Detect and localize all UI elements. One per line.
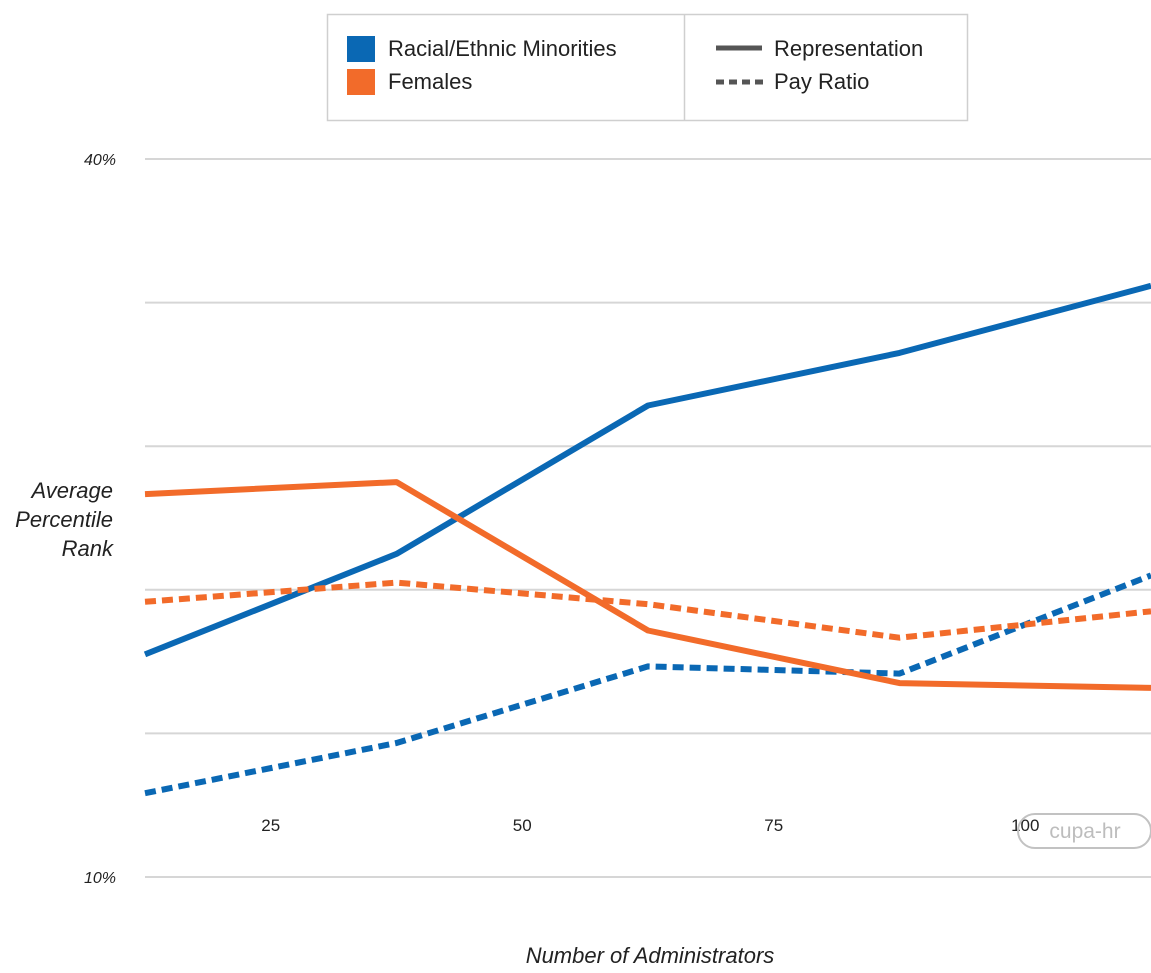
logo-outline [1017, 813, 1151, 849]
legend-label-females: Females [388, 69, 472, 94]
legend: Racial/Ethnic Minorities Females Represe… [326, 13, 969, 122]
y-tick-label-40: 40% [84, 152, 116, 169]
x-tick-labels: 25 50 75 100 [261, 816, 1039, 835]
y-axis-title-line-2: Percentile [15, 507, 113, 532]
x-tick-label-75: 75 [764, 816, 783, 835]
y-tick-label-10: 10% [84, 870, 116, 887]
x-axis-title: Number of Administrators [526, 943, 775, 968]
legend-label-pay-ratio: Pay Ratio [774, 69, 869, 94]
y-axis-title-line-3: Rank [62, 536, 114, 561]
y-axis-title: Average Percentile Rank [15, 478, 114, 561]
x-tick-label-25: 25 [261, 816, 280, 835]
x-tick-label-50: 50 [513, 816, 532, 835]
legend-label-representation: Representation [774, 36, 923, 61]
legend-swatch-females [347, 69, 375, 95]
y-tick-labels: 10% 40% [84, 152, 116, 887]
grid-lines [145, 158, 1151, 878]
legend-swatch-minorities [347, 36, 375, 62]
legend-label-minorities: Racial/Ethnic Minorities [388, 36, 617, 61]
cupa-hr-logo: cupa-hr [1017, 813, 1151, 849]
legend-box [326, 13, 969, 122]
y-axis-title-line-1: Average [29, 478, 113, 503]
series-lines [143, 282, 1151, 797]
series-line-females-representation [144, 479, 1151, 691]
series-line-females-pay-ratio [144, 579, 1151, 641]
logo-text: cupa-hr [1049, 820, 1120, 843]
series-line-minorities-representation [143, 282, 1151, 658]
x-tick-label-100: 100 [1011, 816, 1039, 835]
